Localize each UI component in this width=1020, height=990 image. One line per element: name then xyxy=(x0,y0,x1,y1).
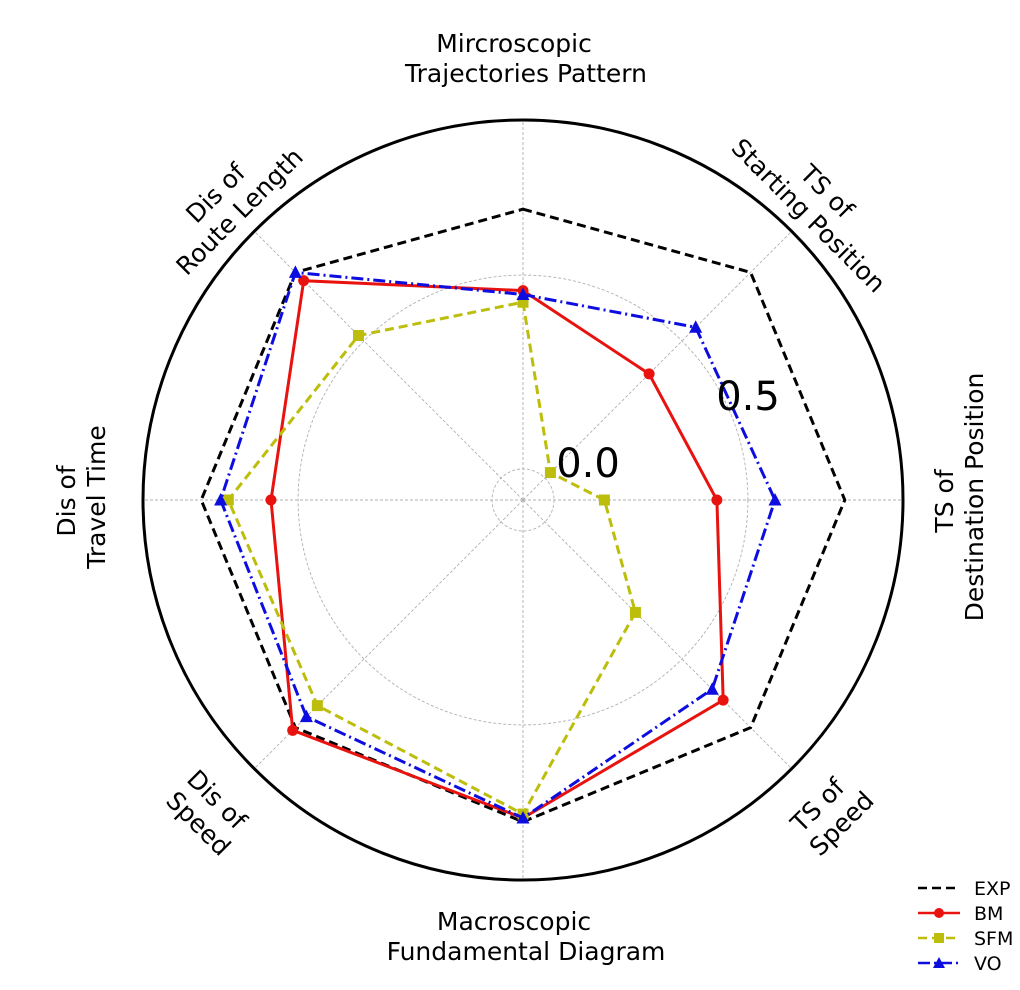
data-point-sfm-1 xyxy=(544,467,556,479)
grid-layer xyxy=(141,118,905,882)
radial-tick-label-0: 0.0 xyxy=(556,441,620,487)
angular-gridline-5 xyxy=(253,499,524,770)
legend-entry-bm: BM xyxy=(918,903,1003,925)
data-point-vo-4 xyxy=(516,811,530,824)
legend-label-vo: VO xyxy=(974,953,1002,975)
data-point-bm-1 xyxy=(643,368,655,380)
axis-label-ts-starting-position: TS of Starting Position xyxy=(726,112,913,299)
data-point-vo-0 xyxy=(516,287,530,300)
legend-marker-vo xyxy=(933,957,945,968)
axis-labels: Mircroscopic Trajectories Pattern TS of … xyxy=(52,29,989,966)
legend-entry-sfm: SFM xyxy=(918,928,1013,950)
legend-label-exp: EXP xyxy=(974,878,1010,900)
legend-entry-vo: VO xyxy=(918,953,1002,975)
data-point-bm-3 xyxy=(717,694,729,706)
angular-gridline-3 xyxy=(522,499,793,770)
axis-label-ts-destination-position: TS of Destination Position xyxy=(930,373,989,622)
data-point-bm-2 xyxy=(711,494,723,506)
axis-label-macroscopic-fd: Macroscopic Fundamental Diagram xyxy=(387,907,666,966)
legend: EXP BM SFM VO xyxy=(918,878,1013,975)
axis-label-microscopic-trajectories: Mircroscopic Trajectories Pattern xyxy=(404,29,647,88)
data-point-bm-7 xyxy=(298,275,310,287)
data-point-sfm-2 xyxy=(598,494,610,506)
data-point-vo-6 xyxy=(214,493,228,506)
data-point-vo-2 xyxy=(768,493,782,506)
series-line-vo xyxy=(219,270,777,820)
data-point-sfm-7 xyxy=(352,329,364,341)
legend-marker-sfm xyxy=(934,933,944,943)
radial-tick-label-1: 0.5 xyxy=(716,374,780,420)
data-point-vo-3 xyxy=(705,682,719,695)
data-point-sfm-6 xyxy=(222,494,234,506)
series-line-bm xyxy=(269,279,725,820)
legend-marker-bm xyxy=(934,908,944,918)
legend-label-sfm: SFM xyxy=(974,928,1013,950)
legend-entry-exp: EXP xyxy=(918,878,1010,900)
radial-gridline-1 xyxy=(297,274,749,726)
data-point-sfm-5 xyxy=(311,700,323,712)
angular-gridline-1 xyxy=(522,230,793,501)
polar-frame xyxy=(141,118,905,882)
data-point-sfm-3 xyxy=(629,606,641,618)
data-point-sfm-0 xyxy=(517,296,529,308)
series-layer xyxy=(199,207,847,824)
data-point-vo-7 xyxy=(288,265,302,278)
data-point-vo-1 xyxy=(689,320,703,333)
legend-label-bm: BM xyxy=(974,903,1003,925)
radial-tick-labels: 0.0 0.5 xyxy=(556,374,780,487)
data-point-bm-5 xyxy=(287,724,299,736)
axis-label-dis-speed: Dis of Speed xyxy=(160,764,258,862)
axis-label-dis-travel-time: Dis of Travel Time xyxy=(52,425,111,569)
series-line-exp xyxy=(199,207,847,824)
data-point-bm-6 xyxy=(265,494,277,506)
data-point-vo-5 xyxy=(299,709,313,723)
axis-label-ts-speed: TS of Speed xyxy=(782,764,879,861)
